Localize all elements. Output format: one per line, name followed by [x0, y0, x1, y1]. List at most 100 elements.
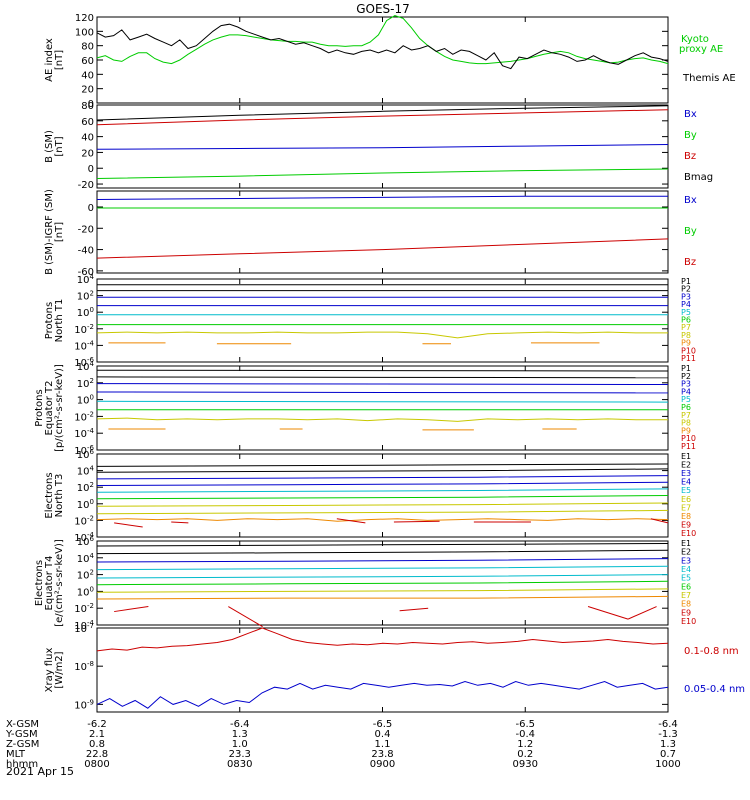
series-line-e4 — [96, 481, 669, 486]
table-cell: 23.8 — [371, 749, 393, 760]
y-tick-label: 102 — [77, 377, 94, 390]
series-line-e1 — [96, 543, 669, 547]
legend-label: E9 — [681, 520, 691, 529]
y-tick-label: 20 — [81, 148, 94, 159]
table-cell: 2.1 — [89, 729, 105, 740]
legend-label: P2 — [681, 372, 691, 381]
y-tick-label: 40 — [81, 70, 94, 81]
series-line-e5 — [96, 574, 669, 579]
legend-label: P1 — [681, 277, 691, 286]
table-cell: 1.1 — [375, 739, 391, 750]
series-line-kyoto-proxy-ae — [96, 15, 669, 65]
legend-label: E9 — [681, 608, 691, 617]
legend-label: E6 — [681, 582, 691, 591]
series-segment-e10 — [114, 606, 149, 613]
table-cell: 0930 — [513, 759, 538, 770]
legend-label: E6 — [681, 495, 691, 504]
table-cell: 0.4 — [375, 729, 391, 740]
y-tick-label: 106 — [77, 448, 95, 461]
legend-label: E8 — [681, 600, 691, 609]
series-line-p7 — [96, 331, 668, 339]
table-cell: 23.3 — [229, 749, 251, 760]
series-line-e7 — [96, 502, 669, 507]
legend-label: P8 — [681, 331, 691, 340]
series-line-e5 — [96, 488, 669, 493]
y-tick-label: 102 — [77, 290, 94, 303]
series-line-e8 — [96, 595, 669, 600]
y-axis-label: North T3 — [54, 474, 65, 518]
axis-table: X-GSM -6.2 -6.4 -6.5 -6.5 -6.4 Y-GSM 2.1 1.3 0.4 -… — [5, 719, 681, 770]
y-axis-label: [e/(cm²-s-sr-keV)] — [54, 539, 65, 627]
table-row-label: Y-GSM — [5, 729, 38, 740]
y-axis-label: [W/m2] — [54, 651, 65, 688]
figure-title: GOES-17 — [356, 2, 410, 16]
legend-label: P10 — [681, 346, 696, 355]
legend-label: P9 — [681, 339, 691, 348]
y-tick-label: 100 — [77, 306, 94, 319]
series-segment-e10 — [336, 518, 366, 524]
legend-label: E3 — [681, 469, 691, 478]
legend-label: P5 — [681, 395, 691, 404]
series-line-e1 — [96, 463, 669, 467]
legend-label: E1 — [681, 452, 691, 461]
series-segment-e10 — [399, 607, 429, 612]
legend-label: Bz — [684, 257, 696, 268]
table-row-label: hhmm — [6, 759, 38, 770]
legend-label: P7 — [681, 411, 691, 420]
legend-label: P6 — [681, 316, 691, 325]
series-line-0-1-0-8-nm — [96, 627, 669, 652]
series-segment-e10 — [171, 521, 189, 524]
y-axis-label: Equator T2 — [44, 381, 55, 436]
y-axis-label: [nT] — [54, 50, 65, 70]
y-tick-label: 0 — [88, 164, 94, 175]
legend-label: P1 — [681, 364, 691, 373]
y-axis-label: [p/(cm²-s-sr-keV)] — [54, 364, 65, 452]
series-line-bz — [96, 238, 669, 259]
y-tick-label: 60 — [81, 117, 94, 128]
y-tick-label: 104 — [77, 465, 95, 478]
table-cell: 0900 — [370, 759, 395, 770]
table-cell: -6.4 — [658, 719, 678, 730]
series-line-p5 — [96, 400, 669, 403]
series-line-p7 — [96, 417, 668, 422]
y-tick-label: 80 — [81, 101, 94, 112]
series-segment-e10 — [627, 606, 657, 620]
y-tick-label: 100 — [77, 394, 94, 407]
y-axis-label: Protons — [44, 302, 55, 339]
legend-label: P6 — [681, 403, 691, 412]
y-axis-label: Electrons — [34, 560, 45, 606]
legend-label: P4 — [681, 387, 691, 396]
series-line-e3 — [96, 475, 669, 480]
y-axis-label: Xray flux — [44, 648, 55, 693]
series-line-p3 — [96, 383, 669, 385]
table-row-label: MLT — [6, 749, 26, 760]
series-line-e8 — [96, 509, 669, 515]
series-line-e2 — [96, 549, 669, 555]
series-line-p2 — [96, 376, 669, 379]
legend-label: E4 — [681, 478, 691, 487]
y-tick-label: 100 — [77, 585, 94, 598]
legend-label: E5 — [681, 574, 691, 583]
legend-label: E7 — [681, 591, 691, 600]
series-line-e6 — [96, 580, 669, 586]
y-tick-label: 10-2 — [74, 602, 94, 615]
y-axis-label: B (SM)-IGRF (SM) — [44, 189, 55, 275]
legend-label: P3 — [681, 380, 691, 389]
series-segment-e10 — [650, 518, 669, 524]
series-line-bmag — [96, 105, 669, 121]
legend-label: Themis AE — [682, 73, 736, 84]
panel-frame — [96, 278, 669, 363]
series-segment-e10 — [587, 606, 629, 620]
y-tick-label: 10-7 — [74, 622, 94, 635]
table-cell: -1.3 — [658, 729, 678, 740]
legend-label: P5 — [681, 308, 691, 317]
y-tick-label: 100 — [77, 498, 94, 511]
panel-2: -20 0 20 40 60 80 B (SM) [nT] Bx By Bz Bmag — [44, 101, 713, 191]
table-cell: 0.8 — [89, 739, 105, 750]
legend-label: E10 — [681, 617, 696, 626]
